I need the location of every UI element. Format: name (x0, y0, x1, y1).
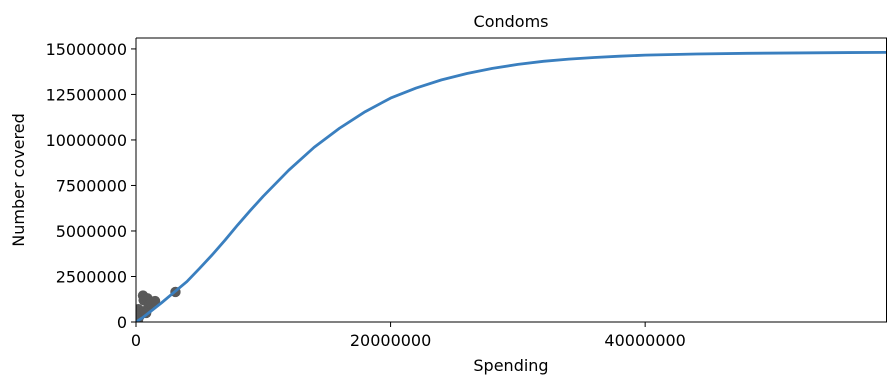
chart-title: Condoms (474, 12, 549, 31)
axes: 0 20000000 40000000 0 2500000 5000000 7500000 1… (46, 37, 887, 350)
y-tick-label-1: 2500000 (56, 267, 127, 286)
y-tick-label-0: 0 (117, 313, 127, 332)
x-axis-label: Spending (473, 356, 548, 375)
x-tick-label-0: 0 (131, 331, 141, 350)
y-tick-label-4: 10000000 (46, 131, 127, 150)
y-tick-label-3: 7500000 (56, 176, 127, 195)
x-tick-label-2: 40000000 (604, 331, 685, 350)
y-tick-label-2: 5000000 (56, 222, 127, 241)
fit-curve-line (136, 50, 887, 322)
x-tick-label-1: 20000000 (350, 331, 431, 350)
scatter-point-18 (149, 295, 161, 307)
y-tick-label-5: 12500000 (46, 85, 127, 104)
y-axis-label: Number covered (9, 113, 28, 246)
plot-area (136, 50, 887, 322)
y-tick-label-6: 15000000 (46, 40, 127, 59)
